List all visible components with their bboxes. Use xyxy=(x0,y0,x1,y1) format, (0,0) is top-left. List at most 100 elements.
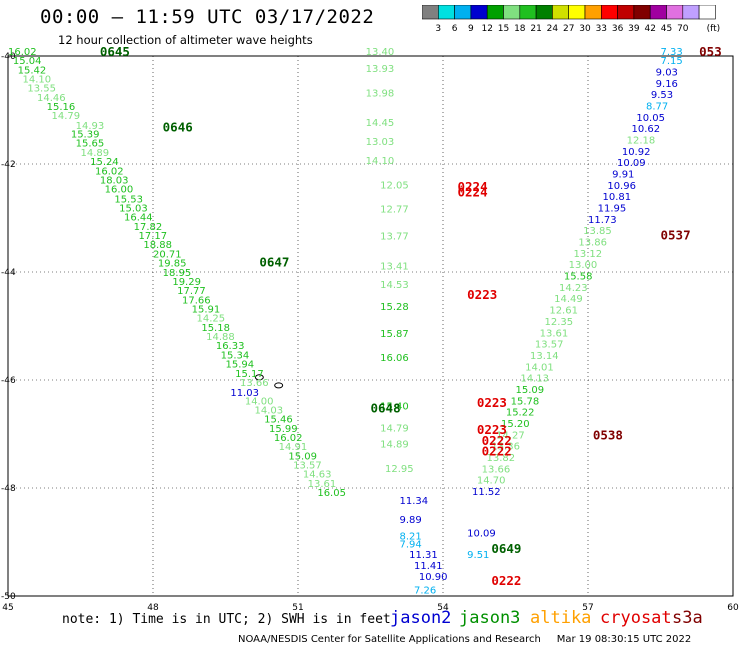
wave-height-value: 7.26 xyxy=(414,585,436,596)
wave-height-value: 16.06 xyxy=(380,353,409,364)
wave-height-value: 19.85 xyxy=(158,259,187,270)
wave-height-value: 15.18 xyxy=(201,323,230,334)
legend-tick-label: 18 xyxy=(514,24,526,34)
wave-height-value: 17.77 xyxy=(177,286,206,297)
track-time-label: 0224 xyxy=(458,179,488,194)
wave-height-value: 15.78 xyxy=(511,396,540,407)
wave-height-value: 16.02 xyxy=(8,47,37,58)
legend-tick-label: 21 xyxy=(530,24,541,34)
wave-height-value: 15.17 xyxy=(235,369,264,380)
wave-height-value: 15.40 xyxy=(380,402,409,413)
wave-height-value: 15.99 xyxy=(269,424,298,435)
wave-height-value: 14.89 xyxy=(81,148,110,159)
wave-height-value: 14.10 xyxy=(366,156,395,167)
wave-height-value: 13.57 xyxy=(535,340,564,351)
legend-unit: (ft) xyxy=(707,24,721,34)
wave-height-value: 13.82 xyxy=(487,453,516,464)
wave-height-value: 10.81 xyxy=(603,192,632,203)
wave-height-value: 14.91 xyxy=(279,442,308,453)
wave-height-value: 7.94 xyxy=(400,539,422,550)
track-time-label: 0537 xyxy=(661,228,691,243)
wave-height-value: 11.34 xyxy=(400,496,429,507)
wave-height-value: 10.62 xyxy=(632,124,661,135)
wave-height-value: 14.10 xyxy=(23,74,52,85)
wave-height-value: 13.77 xyxy=(380,232,409,243)
wave-height-value: 9.91 xyxy=(612,170,634,181)
wave-height-value: 15.20 xyxy=(501,419,530,430)
x-tick-label: 60 xyxy=(727,603,739,612)
wave-height-value: 11.41 xyxy=(414,561,443,572)
legend-tick-label: 12 xyxy=(481,24,492,34)
wave-height-value: 15.28 xyxy=(380,302,409,313)
wave-height-value: 13.86 xyxy=(578,238,607,249)
wave-height-value: 7.33 xyxy=(661,47,683,58)
wave-height-value: 13.00 xyxy=(569,260,598,271)
wave-height-value: 14.88 xyxy=(206,332,235,343)
wave-height-value: 14.27 xyxy=(496,430,525,441)
wave-height-value: 16.44 xyxy=(124,213,153,224)
x-tick-label: 54 xyxy=(437,603,449,612)
color-legend: 3 6 9 12 15 18 21 24 27 30 33 36 39 42 45 70 (ft) xyxy=(422,5,721,34)
track-time-label: 0223 xyxy=(467,287,497,302)
legend-tick-label: 3 xyxy=(435,24,441,34)
wave-height-value: 15.34 xyxy=(221,350,250,361)
wave-height-value: 9.53 xyxy=(651,90,673,101)
track-time-label: 0222 xyxy=(482,444,512,459)
wave-height-value: 12.05 xyxy=(380,180,409,191)
wave-height-value: 13.41 xyxy=(380,261,409,272)
track-time-label: 0645 xyxy=(100,44,130,59)
wave-height-value: 15.42 xyxy=(18,65,47,76)
wave-height-value: 14.03 xyxy=(255,405,284,416)
wave-height-value: 13.61 xyxy=(308,479,337,490)
wave-height-value: 13.03 xyxy=(366,137,395,148)
y-tick-label: -42 xyxy=(1,160,16,170)
wave-height-value: 15.87 xyxy=(380,329,409,340)
wave-height-value: 11.52 xyxy=(472,487,501,498)
satellite-label-jason2: jason2 xyxy=(390,608,452,628)
wave-height-value: 13.12 xyxy=(574,249,603,260)
wave-height-value: 12.18 xyxy=(627,135,656,146)
wave-height-value: 13.55 xyxy=(27,84,56,95)
wave-height-value: 18.03 xyxy=(100,175,129,186)
track-time-label: 053 xyxy=(699,44,722,59)
y-tick-label: -50 xyxy=(1,592,16,602)
wave-height-value: 15.22 xyxy=(506,408,535,419)
satellite-label-s3a: s3a xyxy=(672,608,703,628)
wave-height-value: 8.77 xyxy=(646,101,668,112)
wave-height-value: 9.89 xyxy=(400,515,422,526)
legend-tick-label: 9 xyxy=(468,24,474,34)
wave-height-value: 14.79 xyxy=(380,423,409,434)
legend-tick-label: 15 xyxy=(498,24,509,34)
wave-height-value: 13.85 xyxy=(583,226,612,237)
wave-height-value: 10.90 xyxy=(419,572,448,583)
track-time-label: 0222 xyxy=(482,433,512,448)
legend-tick-label: 70 xyxy=(677,24,689,34)
wave-height-value: 10.96 xyxy=(607,181,636,192)
wave-height-value: 16.33 xyxy=(216,341,245,352)
track-time-label: 0224 xyxy=(458,184,488,199)
footnote: note: 1) Time is in UTC; 2) SWH is in fe… xyxy=(62,612,391,627)
wave-height-value: 8.21 xyxy=(400,531,422,542)
wave-height-value: 15.94 xyxy=(226,360,255,371)
legend-tick-label: 39 xyxy=(628,24,640,34)
wave-height-value: 11.03 xyxy=(230,388,259,399)
legend-tick-label: 27 xyxy=(563,24,574,34)
page-title: 00:00 – 11:59 UTC 03/17/2022 xyxy=(40,6,375,28)
wave-height-value: 10.09 xyxy=(617,158,646,169)
wave-height-value: 12.95 xyxy=(385,464,414,475)
wave-height-value: 16.00 xyxy=(105,185,134,196)
wave-height-value: 12.61 xyxy=(549,306,578,317)
wave-height-value: 15.46 xyxy=(264,415,293,426)
wave-height-value: 16.05 xyxy=(317,488,346,499)
wave-height-value: 14.25 xyxy=(197,314,226,325)
track-time-label: 0647 xyxy=(259,255,289,270)
wave-height-value: 13.40 xyxy=(366,47,395,58)
wave-height-value: 14.89 xyxy=(380,440,409,451)
wave-height-value: 15.04 xyxy=(13,56,42,67)
wave-height-value: 19.29 xyxy=(172,277,201,288)
wave-height-value: 15.09 xyxy=(516,385,545,396)
legend-tick-label: 36 xyxy=(612,24,624,34)
wave-height-value: 14.13 xyxy=(520,374,549,385)
wave-height-value: 13.57 xyxy=(293,461,322,472)
wave-height-value: 13.14 xyxy=(530,351,559,362)
